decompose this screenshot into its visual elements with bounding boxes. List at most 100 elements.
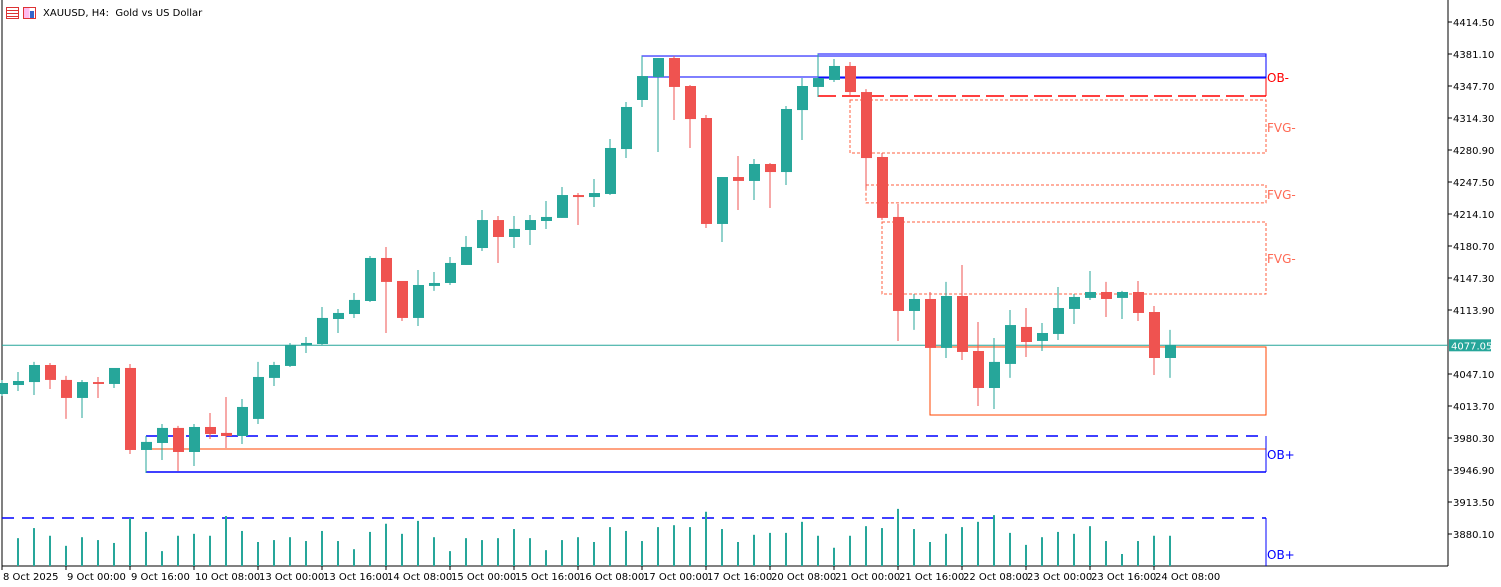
volume-bar <box>273 540 275 566</box>
candle-body <box>781 108 792 173</box>
ob-minus-box-1 <box>641 55 1267 78</box>
volume-bar <box>97 540 99 566</box>
volume-bar <box>241 530 243 566</box>
candle-body <box>989 361 1000 388</box>
chart-title-bar: XAUUSD, H4: Gold vs US Dollar <box>6 5 202 21</box>
candle-body <box>1005 325 1016 364</box>
time-tick-label: 9 Oct 00:00 <box>67 572 126 583</box>
volume-bar <box>433 537 435 566</box>
candle-body <box>909 298 920 311</box>
candle-body <box>813 78 824 87</box>
time-tick-label: 22 Oct 08:00 <box>963 572 1028 583</box>
volume-bar <box>1041 537 1043 566</box>
candle-body <box>605 147 616 194</box>
volume-bar <box>257 542 259 566</box>
volume-bar <box>337 541 339 566</box>
candle-body <box>957 296 968 352</box>
candle-body <box>1069 296 1080 309</box>
volume-bar <box>785 532 787 566</box>
volume-bar <box>961 527 963 566</box>
volume-bar <box>977 521 979 566</box>
candle-body <box>237 406 248 436</box>
volume-bar <box>849 535 851 566</box>
symbol-icon[interactable] <box>23 7 36 19</box>
volume-bar <box>1121 554 1123 566</box>
time-tick-label: 8 Oct 2025 <box>3 572 58 583</box>
price-tick-label: 4013.70 <box>1453 402 1494 413</box>
time-tick-label: 13 Oct 16:00 <box>323 572 388 583</box>
range-box <box>929 346 1267 416</box>
candle-body <box>221 432 232 436</box>
price-tick-label: 4214.10 <box>1453 210 1494 221</box>
volume-bar <box>33 528 35 566</box>
candle-body <box>765 163 776 173</box>
volume-bar <box>305 541 307 566</box>
price-tick-label: 4280.90 <box>1453 146 1494 157</box>
candle-body <box>477 220 488 249</box>
volume-bar <box>113 542 115 566</box>
chart-list-icon[interactable] <box>6 7 19 19</box>
candle-body <box>0 383 8 395</box>
candle-body <box>285 344 296 366</box>
volume-bar <box>673 525 675 566</box>
volume-bar <box>1089 526 1091 566</box>
candle-body <box>141 441 152 450</box>
candle-body <box>845 65 856 93</box>
candle-body <box>61 379 72 398</box>
time-tick-label: 15 Oct 00:00 <box>451 572 516 583</box>
zone-label: OB- <box>1267 71 1289 85</box>
candle-body <box>333 312 344 320</box>
volume-bar <box>385 523 387 566</box>
candle-body <box>589 193 600 198</box>
price-tick-label: 4180.70 <box>1453 242 1494 253</box>
candle-body <box>973 351 984 388</box>
candle-body <box>1037 332 1048 341</box>
candle-body <box>125 367 136 450</box>
volume-bar <box>513 529 515 566</box>
candle-body <box>701 118 712 224</box>
volume-bar <box>993 515 995 566</box>
time-tick-label: 23 Oct 16:00 <box>1091 572 1156 583</box>
volume-bar <box>321 530 323 566</box>
candle-body <box>1165 345 1176 358</box>
candle-body <box>733 177 744 181</box>
volume-bar <box>593 542 595 566</box>
candle-body <box>413 284 424 318</box>
time-tick-label: 15 Oct 16:00 <box>515 572 580 583</box>
volume-bar <box>577 537 579 566</box>
time-tick-label: 21 Oct 16:00 <box>899 572 964 583</box>
volume-bar <box>929 542 931 566</box>
price-tick-label: 3913.50 <box>1453 498 1494 509</box>
candle-body <box>749 163 760 181</box>
candle-body <box>1101 291 1112 299</box>
candle-body <box>253 376 264 419</box>
volume-bar <box>737 542 739 566</box>
volume-bar <box>1073 533 1075 566</box>
volume-bar <box>145 531 147 566</box>
candle-body <box>205 426 216 434</box>
volume-bar <box>801 521 803 566</box>
ob-minus-box-2 <box>817 53 1267 79</box>
price-tick-label: 4247.50 <box>1453 178 1494 189</box>
chart-title: XAUUSD, H4: Gold vs US Dollar <box>43 7 203 19</box>
candle-body <box>525 220 536 230</box>
volume-bar <box>529 538 531 566</box>
price-tick-label: 4314.30 <box>1453 114 1494 125</box>
candle-body <box>381 257 392 282</box>
price-tick-label: 3980.30 <box>1453 434 1494 445</box>
price-tick-label: 4347.70 <box>1453 82 1494 93</box>
volume-bar <box>609 527 611 566</box>
time-tick-label: 9 Oct 16:00 <box>131 572 190 583</box>
time-tick-label: 24 Oct 08:00 <box>1155 572 1220 583</box>
price-tick-label: 3946.90 <box>1453 466 1494 477</box>
volume-bar <box>17 538 19 566</box>
candle-body <box>1021 326 1032 342</box>
candle-body <box>301 342 312 345</box>
candle-body <box>349 299 360 315</box>
time-tick-label: 17 Oct 00:00 <box>643 572 708 583</box>
current-price-badge <box>1449 339 1491 352</box>
volume-bar <box>1009 532 1011 566</box>
current-price-label: 4077.05 <box>1451 341 1492 352</box>
volume-bar <box>1137 541 1139 566</box>
